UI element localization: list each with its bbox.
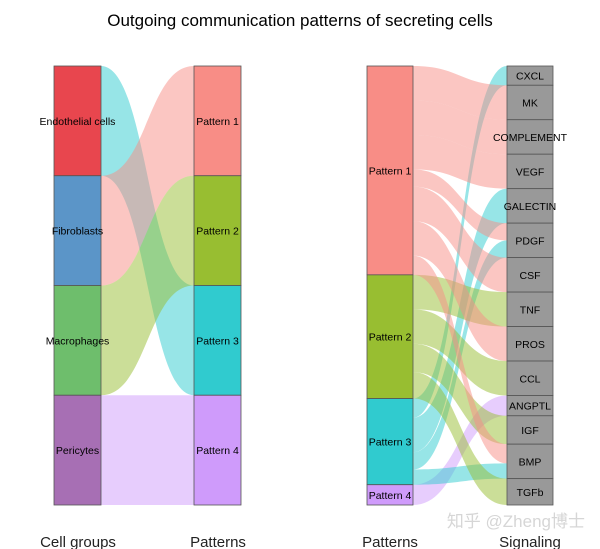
node-bar-tgfb: [506, 478, 554, 506]
node-label-pdgf: PDGF: [515, 235, 544, 247]
node-fibroblasts: Fibroblasts: [52, 175, 103, 286]
node-bar-endothelial-cells: [53, 65, 102, 177]
node-pros: PROS: [506, 326, 554, 362]
node-csf: CSF: [506, 257, 554, 293]
node-label-pattern-2: Pattern 2: [369, 332, 412, 344]
axis-label-patterns-right: Patterns: [362, 534, 418, 549]
node-endothelial-cells: Endothelial cells: [40, 65, 116, 177]
node-bmp: BMP: [506, 443, 554, 480]
node-label-pericytes: Pericytes: [56, 445, 99, 457]
node-bar-galectin: [506, 188, 554, 224]
node-label-fibroblasts: Fibroblasts: [52, 226, 103, 238]
axis-label-cell-groups: Cell groups: [40, 534, 116, 549]
node-bar-pattern-4: [193, 394, 242, 506]
node-label-ccl: CCL: [519, 373, 540, 385]
node-label-tgfb: TGFb: [517, 487, 544, 499]
node-label-pattern-4: Pattern 4: [196, 445, 239, 457]
node-pattern-1: Pattern 1: [366, 65, 414, 276]
node-label-endothelial-cells: Endothelial cells: [40, 116, 116, 128]
node-pattern-4: Pattern 4: [193, 394, 242, 506]
node-label-complement: COMPLEMENT: [493, 132, 568, 144]
node-bar-mk: [506, 84, 554, 121]
node-bar-csf: [506, 257, 554, 293]
node-pattern-2: Pattern 2: [366, 274, 414, 399]
node-bar-pattern-2: [366, 274, 414, 399]
node-vegf: VEGF: [506, 153, 554, 190]
node-pattern-2: Pattern 2: [193, 175, 242, 286]
node-galectin: GALECTIN: [504, 188, 557, 224]
node-bar-pattern-4: [366, 484, 414, 506]
node-bar-pericytes: [53, 394, 102, 506]
watermark: 知乎 @Zheng博士: [447, 512, 585, 531]
node-bar-complement: [506, 119, 554, 155]
node-bar-pattern-1: [366, 65, 414, 276]
node-label-pattern-1: Pattern 1: [196, 116, 239, 128]
node-label-mk: MK: [522, 97, 538, 109]
flow-pattern-1-to-pros: [413, 221, 507, 362]
node-complement: COMPLEMENT: [493, 119, 568, 155]
node-pericytes: Pericytes: [53, 394, 102, 506]
node-label-bmp: BMP: [519, 456, 542, 468]
node-label-pattern-3: Pattern 3: [196, 335, 239, 347]
flow-pattern-1-to-bmp: [413, 255, 507, 464]
node-pattern-4: Pattern 4: [366, 484, 414, 506]
flow-pattern-2-to-igf: [413, 343, 507, 445]
node-macrophages: Macrophages: [46, 285, 110, 396]
node-bar-tnf: [506, 291, 554, 327]
flow-pattern-1-to-complement: [413, 100, 507, 155]
node-label-pattern-1: Pattern 1: [369, 165, 412, 177]
flow-pattern-3-to-galectin: [413, 188, 507, 453]
node-pattern-3: Pattern 3: [366, 398, 414, 486]
node-label-csf: CSF: [520, 270, 541, 282]
axis-label-signaling: Signaling: [499, 534, 561, 549]
node-ccl: CCL: [506, 360, 554, 396]
node-pdgf: PDGF: [506, 222, 554, 259]
flow-macrophages-to-pattern-2: [101, 175, 194, 396]
node-label-pros: PROS: [515, 339, 545, 351]
flows: [413, 66, 507, 505]
node-cxcl: CXCL: [506, 65, 554, 86]
chart-title: Outgoing communication patterns of secre…: [107, 11, 493, 30]
flows: [101, 66, 194, 505]
node-mk: MK: [506, 84, 554, 121]
flow-fibroblasts-to-pattern-1: [101, 66, 194, 286]
node-bar-vegf: [506, 153, 554, 190]
node-label-cxcl: CXCL: [516, 71, 544, 83]
node-pattern-3: Pattern 3: [193, 285, 242, 396]
node-pattern-1: Pattern 1: [193, 65, 242, 177]
node-angptl: ANGPTL: [506, 395, 554, 417]
node-bar-fibroblasts: [53, 175, 102, 286]
pattern-to-signaling-alluvial: Pattern 1 Pattern 2 Pattern 3 Pattern 4 CXCL…: [366, 65, 568, 506]
node-label-vegf: VEGF: [516, 166, 545, 178]
node-label-tnf: TNF: [520, 304, 540, 316]
node-label-pattern-3: Pattern 3: [369, 437, 412, 449]
node-label-macrophages: Macrophages: [46, 335, 110, 347]
flow-pattern-1-to-vegf: [413, 134, 507, 189]
cell-to-pattern-alluvial: Endothelial cells Fibroblasts Macrophages P…: [40, 65, 242, 506]
flow-pattern-1-to-mk: [413, 66, 507, 120]
flow-pericytes-to-pattern-4: [101, 395, 194, 505]
axis-label-patterns-left: Patterns: [190, 534, 246, 549]
node-label-angptl: ANGPTL: [509, 401, 551, 413]
node-label-igf: IGF: [521, 425, 539, 437]
flow-pattern-1-to-csf: [413, 186, 507, 293]
node-tnf: TNF: [506, 291, 554, 327]
node-label-pattern-2: Pattern 2: [196, 226, 239, 238]
node-bar-ccl: [506, 360, 554, 396]
node-label-pattern-4: Pattern 4: [369, 490, 412, 502]
node-bar-bmp: [506, 443, 554, 480]
node-bar-pattern-3: [193, 285, 242, 396]
flow-pattern-2-to-tgfb: [413, 372, 507, 505]
node-bar-pros: [506, 326, 554, 362]
flow-pattern-1-to-pdgf: [413, 169, 507, 241]
node-tgfb: TGFb: [506, 478, 554, 506]
node-bar-pattern-3: [366, 398, 414, 486]
node-igf: IGF: [506, 415, 554, 445]
node-label-galectin: GALECTIN: [504, 201, 557, 213]
